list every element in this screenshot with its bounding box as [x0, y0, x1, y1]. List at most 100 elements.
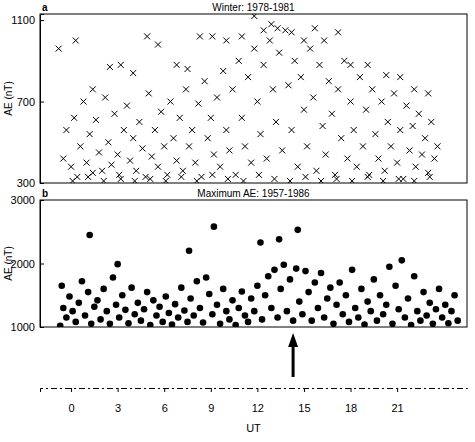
point	[220, 286, 227, 293]
point	[115, 151, 121, 157]
point	[169, 321, 176, 327]
point	[365, 62, 371, 68]
point	[125, 320, 132, 327]
point	[130, 70, 136, 76]
point	[335, 29, 341, 35]
point	[426, 300, 433, 307]
point	[388, 143, 394, 149]
y-tick: 3000	[11, 194, 44, 206]
point	[318, 178, 324, 183]
point	[304, 143, 310, 149]
y-axis-line	[41, 15, 45, 184]
point	[292, 58, 298, 64]
point	[171, 135, 177, 141]
point	[324, 295, 331, 302]
point	[68, 164, 74, 170]
point	[103, 308, 110, 315]
point	[305, 289, 312, 296]
point	[91, 303, 98, 310]
x-tick-label: 0	[68, 402, 74, 414]
point	[346, 319, 353, 326]
point	[132, 178, 138, 183]
point	[422, 135, 428, 141]
point	[277, 286, 284, 293]
point	[183, 86, 189, 92]
point	[275, 25, 281, 31]
point	[389, 321, 396, 327]
point	[318, 270, 325, 277]
point	[189, 127, 195, 133]
point	[82, 312, 89, 319]
y-axis-line	[41, 201, 45, 328]
point	[371, 276, 378, 283]
panel-title: Winter: 1978-1981	[212, 2, 295, 13]
point	[101, 178, 107, 183]
point	[102, 94, 108, 100]
point	[226, 316, 233, 323]
point	[178, 174, 184, 180]
point	[114, 261, 121, 268]
point	[136, 119, 142, 125]
point	[58, 282, 65, 289]
x-tick-mark	[71, 388, 72, 392]
point	[296, 298, 303, 305]
point	[110, 274, 117, 281]
point	[128, 284, 135, 291]
y-axis: 100020003000	[11, 194, 44, 333]
y-axis-title: AE (nT)	[3, 246, 14, 280]
panel-1: 100020003000	[11, 194, 467, 333]
point	[312, 279, 319, 286]
x-tick-mark	[304, 388, 305, 392]
point	[127, 158, 133, 164]
point	[254, 282, 261, 289]
point	[209, 311, 216, 318]
x-axis: 036912151821	[41, 388, 468, 414]
x-tick-label: 3	[115, 402, 121, 414]
point	[348, 99, 354, 105]
point	[416, 111, 422, 117]
point	[251, 308, 258, 315]
point	[312, 25, 318, 31]
point	[308, 317, 315, 324]
point	[273, 119, 279, 125]
point	[192, 160, 198, 166]
x-tick-mark	[257, 388, 258, 392]
point	[242, 143, 248, 149]
point	[301, 107, 307, 113]
x-tick-label: 9	[208, 402, 214, 414]
point	[186, 248, 193, 255]
point	[223, 308, 230, 315]
point	[307, 46, 313, 52]
x-tick-label: 18	[345, 402, 357, 414]
point	[205, 135, 211, 141]
point	[181, 307, 188, 314]
point	[302, 268, 309, 275]
point	[280, 261, 287, 268]
point	[284, 308, 291, 315]
point	[293, 265, 300, 272]
point	[270, 86, 276, 92]
point	[395, 306, 402, 313]
point	[202, 78, 208, 84]
point	[141, 306, 148, 313]
point	[271, 267, 278, 274]
point	[209, 172, 215, 178]
point	[206, 291, 213, 298]
point	[225, 176, 231, 182]
point	[195, 101, 201, 107]
y-tick: 1100	[11, 14, 44, 26]
point	[226, 147, 232, 153]
x-tick-label: 12	[252, 402, 264, 414]
point	[94, 297, 101, 304]
point	[259, 316, 266, 323]
point	[147, 176, 153, 182]
point	[344, 156, 350, 162]
y-tick-label: 3000	[11, 194, 35, 206]
x-axis-line	[41, 389, 468, 393]
point	[200, 319, 207, 326]
point	[383, 72, 389, 78]
point	[382, 168, 388, 174]
point	[386, 263, 393, 270]
point	[232, 322, 239, 327]
point	[427, 174, 433, 180]
